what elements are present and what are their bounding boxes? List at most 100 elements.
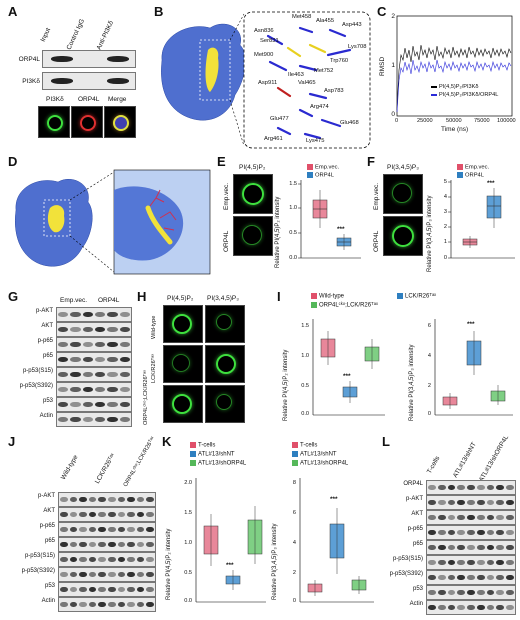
j-band: [88, 541, 97, 548]
g-band: [119, 416, 130, 423]
h-row-lck: LCK/R26ᵀᵃˣ: [151, 353, 157, 383]
g-band: [107, 371, 118, 378]
g-row-label: p53: [42, 398, 53, 404]
l-band: [476, 484, 485, 491]
panel-d: D: [0, 150, 215, 285]
l-band: [428, 559, 436, 566]
panel-label-a: A: [8, 4, 18, 19]
rmsd-chart: [396, 15, 513, 117]
h-micro-lck-pip3: [205, 345, 245, 383]
j-band: [60, 541, 68, 548]
f-ytick-3: 3: [443, 209, 447, 215]
k1-sig: ***: [226, 562, 234, 569]
e-ytick-05: 0.5: [289, 230, 297, 236]
i2-ytick-2: 2: [427, 383, 431, 389]
h-micro-wt-pip2: [163, 305, 203, 343]
i1-ylabel: Relative PI(4,5)P₂ intensity: [283, 349, 289, 421]
l-row-label: p65: [412, 541, 423, 547]
j-blot-strip: [58, 522, 156, 537]
panel-e: E PI(4,5)P₂ Emp.vec. ORP4L Emp.vec. ORP4…: [215, 150, 365, 285]
l-band: [437, 604, 446, 611]
rmsd-line-blue: [396, 59, 512, 113]
g-row-label: AKT: [41, 323, 53, 329]
g-blot-strip: [56, 322, 132, 337]
j-band: [136, 526, 145, 533]
l-band: [457, 559, 466, 566]
j-blot-strip: [58, 537, 156, 552]
rmsd-ytick-1: 1: [391, 62, 395, 69]
l-band: [476, 559, 485, 566]
j-band: [136, 571, 145, 578]
l-band: [428, 544, 436, 551]
g-band: [119, 386, 130, 393]
k2-sig: ***: [330, 496, 338, 503]
k1-ytick-10: 1.0: [184, 540, 192, 546]
j-band: [88, 601, 97, 608]
j-band: [117, 601, 126, 608]
residue-met752: Met752: [314, 68, 334, 74]
l-row-label: AKT: [411, 511, 423, 517]
g-band: [82, 311, 93, 318]
g-band: [58, 341, 69, 348]
j-band: [69, 601, 78, 608]
j-band: [136, 541, 145, 548]
e-title: PI(4,5)P₂: [239, 164, 266, 171]
residue-asp443: Asp443: [342, 22, 362, 28]
f-legend-orp4l: ORP4L: [457, 172, 484, 179]
rmsd-ytick-0: 0: [391, 111, 395, 118]
g-group-orp4l: ORP4L: [98, 297, 120, 304]
j-band: [60, 511, 68, 518]
residue-arg461: Arg461: [264, 136, 283, 142]
j-band: [108, 601, 116, 608]
f-ytick-5: 5: [443, 179, 447, 185]
g-band: [119, 356, 130, 363]
k2-ytick-0: 0: [292, 598, 296, 604]
g-band: [58, 326, 69, 333]
j-band: [79, 586, 87, 593]
blot-a-pi3kd: [42, 72, 136, 90]
residue-met900: Met900: [254, 52, 274, 58]
i1-ytick-15: 1.5: [301, 323, 309, 329]
j-band: [98, 496, 106, 503]
e-ytick-15: 1.5: [289, 181, 297, 187]
j-band: [98, 541, 106, 548]
l-band: [496, 589, 505, 596]
j-band: [136, 496, 145, 503]
l-band: [428, 589, 436, 596]
micro-label-merge: Merge: [108, 96, 127, 103]
j-band: [69, 541, 78, 548]
j-band: [117, 511, 126, 518]
j-band: [136, 586, 145, 593]
rmsd-xtick-50000: 50000: [446, 118, 462, 124]
residue-ile463: Ile463: [288, 72, 304, 78]
l-blot-strip: [426, 600, 516, 615]
g-band: [82, 326, 93, 333]
l-band: [496, 544, 505, 551]
panel-label-j: J: [8, 434, 16, 449]
i-legend-wt: Wild-type: [311, 293, 344, 300]
l-row-label: p-p53(S15): [392, 556, 423, 562]
g-band: [119, 401, 130, 408]
l-band: [486, 529, 495, 536]
f-title: PI(3,4,5)P₃: [387, 164, 419, 171]
l-band: [476, 589, 485, 596]
h-micro-lck-pip2: [163, 345, 203, 383]
row-label-orp4l: ORP4L: [18, 56, 40, 63]
l-band: [496, 499, 505, 506]
g-band: [107, 416, 118, 423]
l-band: [437, 529, 446, 536]
l-group-shnt: ATL#13/shNT: [451, 441, 478, 479]
j-band: [88, 511, 97, 518]
j-band: [69, 556, 78, 563]
panel-j: J Wild-type LCK/R26ᵀᵃˣ ORP4Lᶜᵏᵒ;LCK/R26ᵀ…: [0, 430, 160, 620]
e-boxplot: [298, 180, 361, 259]
j-band: [88, 496, 97, 503]
blot-a-orp4l: [42, 50, 136, 68]
h-row-wt: Wild-type: [151, 315, 157, 339]
residue-lys708: Lys708: [348, 44, 367, 50]
l-band: [496, 484, 505, 491]
row-label-pi3kd: PI3Kδ: [22, 78, 40, 85]
g-band: [119, 326, 130, 333]
l-band: [457, 514, 466, 521]
i-boxplot-pip2: [312, 319, 513, 416]
